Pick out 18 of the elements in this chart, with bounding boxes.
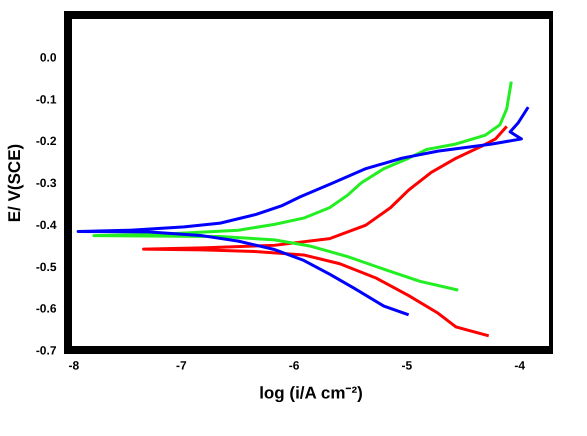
y-tick-label: -0.2 — [36, 134, 57, 148]
y-tick-label: -0.5 — [36, 260, 57, 274]
y-tick-label: -0.7 — [36, 344, 57, 358]
y-axis-title: E/ V(SCE) — [4, 144, 24, 222]
y-tick-label: -0.1 — [36, 92, 57, 106]
y-tick-label: -0.3 — [36, 176, 57, 190]
y-tick-label: 0.0 — [40, 50, 57, 64]
y-tick-label: -0.6 — [36, 302, 57, 316]
line-series — [92, 80, 513, 292]
x-tick-label: -8 — [68, 358, 80, 372]
x-axis-title: log (i/A cm⁻²) — [259, 384, 363, 402]
x-tick-label: -7 — [176, 358, 187, 372]
x-tick-label: -4 — [514, 358, 526, 372]
line-series — [76, 106, 530, 316]
x-tick-label: -5 — [402, 358, 413, 372]
y-tick-label: -0.4 — [36, 218, 57, 232]
x-tick-label: -6 — [288, 358, 300, 372]
line-series — [142, 124, 508, 338]
